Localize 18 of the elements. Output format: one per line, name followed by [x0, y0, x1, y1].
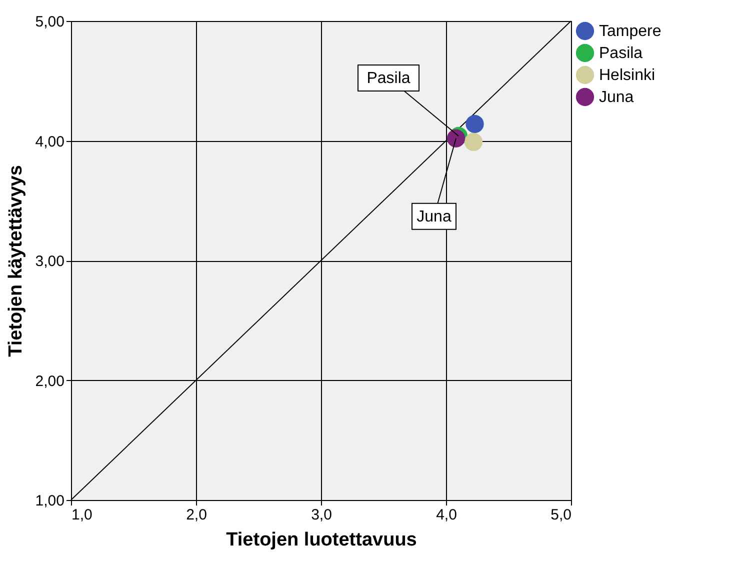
x-tick-label: 1,0: [72, 506, 92, 524]
x-tick-label: 4,0: [436, 506, 457, 524]
x-tick-label: 5,0: [550, 506, 572, 524]
y-tick-label: 2,00: [35, 372, 64, 390]
y-tick-label: 4,00: [35, 133, 64, 150]
legend-label: Juna: [599, 89, 634, 106]
x-tick-label: 3,0: [311, 506, 332, 524]
x-tick-label: 2,0: [186, 506, 207, 524]
annotation: Pasila: [366, 70, 410, 87]
legend-label: Pasila: [599, 45, 643, 62]
annotation: Juna: [416, 208, 452, 226]
x-axis-title: Tietojen luotettavuus: [226, 530, 417, 550]
legend-label: Helsinki: [599, 67, 656, 84]
y-tick-label: 5,00: [35, 14, 64, 30]
y-tick-label: 1,00: [35, 492, 64, 510]
legend-label: Tampere: [599, 23, 662, 40]
y-tick-label: 3,00: [35, 253, 64, 270]
y-axis-title: Tietojen käytettävyys: [5, 165, 26, 357]
